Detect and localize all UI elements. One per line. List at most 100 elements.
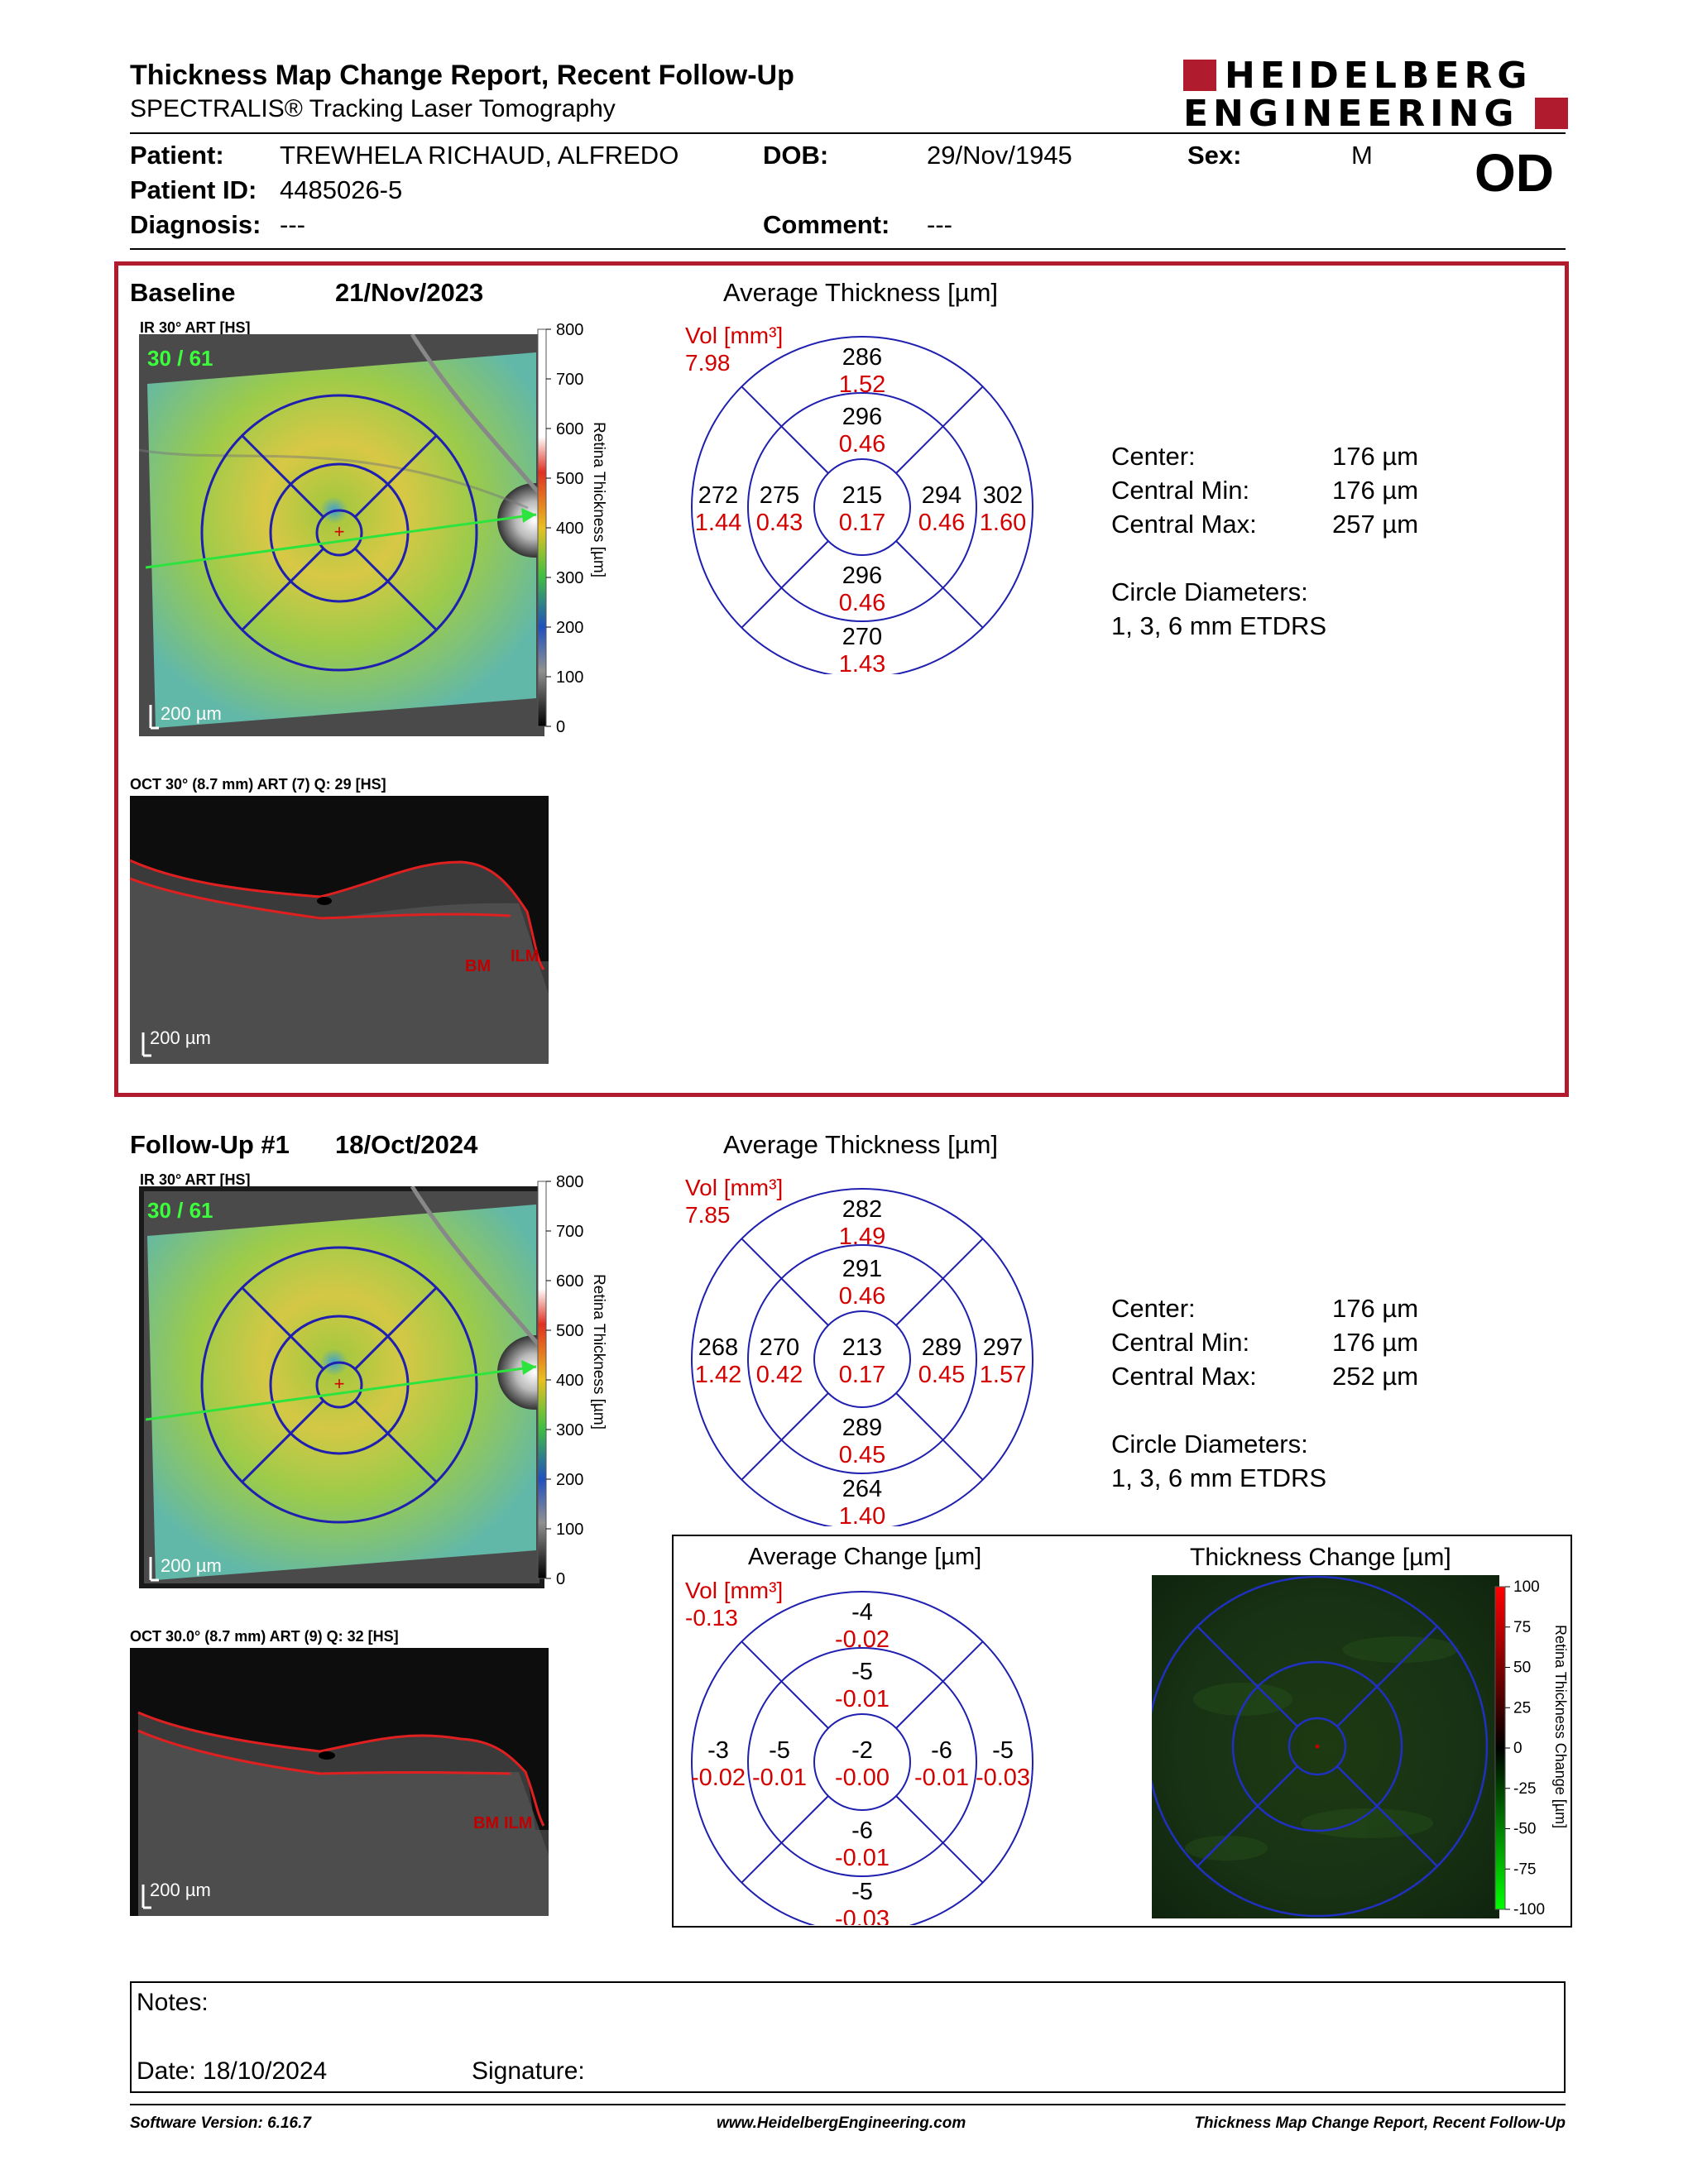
- change-scale-tick: 0: [1513, 1740, 1523, 1757]
- notes-label: Notes:: [137, 1989, 209, 2016]
- etdrs-value-inner_nasal: 289: [922, 1334, 961, 1361]
- thickness-scale-axis-label: Retina Thickness [µm]: [590, 1274, 607, 1430]
- vol-total: 7.85: [685, 1202, 731, 1228]
- change-color-scale: 100 75 50 25 0 -25 -50 -75 -100 Retina Thickness…: [1494, 1578, 1569, 1918]
- thickness-scale-tick: 800: [556, 323, 583, 339]
- followup-center-value: 176 µm: [1332, 1294, 1419, 1323]
- baseline-thickness-scale: 800 700 600 500 400 300 200 100 0 Retina Thickne…: [537, 323, 607, 736]
- followup-etdrs-chart: 2821.492910.462681.422700.422130.172890.…: [685, 1175, 1033, 1526]
- etdrs-value-outer_temp: -3: [707, 1737, 729, 1764]
- etdrs-volume-inner_sup: 0.46: [839, 431, 885, 457]
- etdrs-volume-outer_inf: 1.43: [839, 651, 885, 674]
- etdrs-volume-center: -0.00: [835, 1765, 890, 1791]
- etdrs-value-inner_inf: 296: [842, 563, 882, 589]
- baseline-etdrs-chart: 2861.522960.462721.442750.432150.172940.…: [685, 323, 1033, 674]
- report-subtitle: SPECTRALIS® Tracking Laser Tomography: [130, 95, 616, 122]
- followup-ilm-label: ILM: [504, 1814, 532, 1832]
- patient-id-value: 4485026-5: [280, 175, 403, 204]
- vol-label: Vol [mm³]: [685, 323, 783, 348]
- etdrs-volume-outer_temp: 1.44: [695, 510, 741, 536]
- followup-ir-label: IR 30° ART [HS]: [140, 1171, 251, 1188]
- patient-label: Patient:: [130, 141, 224, 170]
- etdrs-volume-center: 0.17: [839, 1362, 885, 1388]
- vol-label: Vol [mm³]: [685, 1578, 783, 1603]
- comment-value: ---: [927, 210, 952, 239]
- etdrs-value-outer_inf: 270: [842, 624, 882, 650]
- diagnosis-label: Diagnosis:: [130, 210, 261, 239]
- etdrs-volume-inner_temp: 0.43: [756, 510, 803, 536]
- etdrs-value-outer_sup: 286: [842, 344, 882, 371]
- baseline-circle-label: Circle Diameters:: [1111, 577, 1308, 606]
- baseline-thickness-map: + 30 / 61 200 µm: [139, 334, 544, 736]
- etdrs-value-outer_nasal: 297: [983, 1334, 1023, 1361]
- etdrs-value-inner_sup: -5: [851, 1659, 873, 1685]
- baseline-oct-scan: BM ILM 200 µm: [130, 796, 549, 1064]
- change-scale-tick: 50: [1513, 1660, 1531, 1677]
- footer-report-title: Thickness Map Change Report, Recent Foll…: [1194, 2115, 1566, 2132]
- etdrs-grid: [691, 1188, 1033, 1526]
- dob-value: 29/Nov/1945: [927, 141, 1072, 170]
- patient-name: TREWHELA RICHAUD, ALFREDO: [280, 141, 679, 170]
- diagnosis-value: ---: [280, 210, 305, 239]
- change-scale-tick: -50: [1513, 1821, 1536, 1838]
- software-version: Software Version: 6.16.7: [130, 2115, 311, 2132]
- followup-max-label: Central Max:: [1111, 1362, 1257, 1391]
- etdrs-value-center: 215: [842, 482, 882, 509]
- thickness-change-map: [1152, 1575, 1499, 1918]
- followup-circle-label: Circle Diameters:: [1111, 1430, 1308, 1458]
- etdrs-volume-inner_temp: -0.01: [752, 1765, 807, 1791]
- baseline-avg-title: Average Thickness [µm]: [723, 278, 999, 307]
- sex-value: M: [1351, 141, 1373, 170]
- thickness-scale-tick: 0: [556, 718, 565, 736]
- thickness-scale-tick: 200: [556, 619, 583, 637]
- etdrs-value-outer_inf: -5: [851, 1879, 873, 1905]
- baseline-ir-overlay-text: 30 / 61: [147, 346, 213, 371]
- etdrs-value-center: -2: [851, 1737, 873, 1764]
- etdrs-value-inner_temp: 270: [760, 1334, 799, 1361]
- etdrs-volume-inner_inf: 0.46: [839, 590, 885, 616]
- etdrs-value-outer_sup: -4: [851, 1599, 873, 1626]
- etdrs-volume-inner_nasal: 0.45: [918, 1362, 965, 1388]
- baseline-date: 21/Nov/2023: [335, 278, 484, 307]
- change-etdrs-chart: -4-0.02-5-0.01-3-0.02-5-0.01-2-0.00-6-0.…: [685, 1578, 1033, 1925]
- followup-thickness-scale: 800 700 600 500 400 300 200 100 0 Retina Thickne…: [537, 1175, 607, 1588]
- baseline-max-label: Central Max:: [1111, 510, 1257, 539]
- change-scale-tick: -25: [1513, 1780, 1536, 1798]
- etdrs-volume-outer_temp: -0.02: [691, 1765, 746, 1791]
- etdrs-volume-inner_sup: 0.46: [839, 1283, 885, 1310]
- followup-thickness-map: + 30 / 61 200 µm: [139, 1186, 544, 1588]
- change-scale-tick: 25: [1513, 1699, 1531, 1717]
- baseline-bm-label: BM: [465, 957, 491, 975]
- etdrs-value-outer_temp: 268: [698, 1334, 738, 1361]
- etdrs-value-outer_temp: 272: [698, 482, 738, 509]
- thickness-scale-tick: 700: [556, 371, 583, 389]
- change-etdrs-grid-overlay: [1152, 1575, 1489, 1918]
- website-link[interactable]: www.HeidelbergEngineering.com: [717, 2115, 966, 2132]
- etdrs-grid: [691, 336, 1033, 674]
- etdrs-value-inner_inf: 289: [842, 1415, 882, 1441]
- baseline-center-value: 176 µm: [1332, 442, 1419, 471]
- baseline-title: Baseline: [130, 278, 236, 307]
- change-scale-tick: 75: [1513, 1619, 1531, 1636]
- change-scale-tick: -75: [1513, 1861, 1536, 1878]
- change-scale-tick: 100: [1513, 1578, 1540, 1596]
- thickness-scale-tick: 300: [556, 569, 583, 587]
- etdrs-value-center: 213: [842, 1334, 882, 1361]
- comment-label: Comment:: [763, 210, 890, 239]
- thickness-scale-tick: 500: [556, 470, 583, 488]
- thickness-scale-tick: 100: [556, 668, 583, 687]
- followup-date: 18/Oct/2024: [335, 1130, 478, 1159]
- followup-max-value: 252 µm: [1332, 1362, 1419, 1391]
- thickness-scale-tick: 200: [556, 1471, 583, 1489]
- etdrs-volume-outer_temp: 1.42: [695, 1362, 741, 1388]
- etdrs-volume-outer_sup: -0.02: [835, 1626, 890, 1653]
- baseline-ir-scale: 200 µm: [161, 703, 222, 724]
- etdrs-value-inner_temp: 275: [760, 482, 799, 509]
- baseline-oct-label: OCT 30° (8.7 mm) ART (7) Q: 29 [HS]: [130, 776, 386, 793]
- etdrs-volume-inner_temp: 0.42: [756, 1362, 803, 1388]
- baseline-center-label: Center:: [1111, 442, 1196, 471]
- svg-text:+: +: [334, 1373, 345, 1394]
- thickness-scale-axis-label: Retina Thickness [µm]: [590, 422, 607, 577]
- followup-oct-label: OCT 30.0° (8.7 mm) ART (9) Q: 32 [HS]: [130, 1628, 399, 1645]
- signature-label: Signature:: [472, 2057, 585, 2085]
